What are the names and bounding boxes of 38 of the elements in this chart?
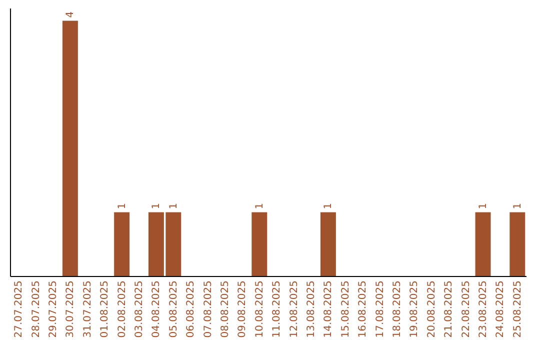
x-tick-label: 11.08.2025 xyxy=(272,280,283,338)
x-tick-label: 12.08.2025 xyxy=(288,280,300,338)
x-tick-label: 29.07.2025 xyxy=(48,280,59,338)
x-tick-label: 08.08.2025 xyxy=(220,280,231,338)
x-tick-label: 25.08.2025 xyxy=(512,280,524,338)
data-label: 1 xyxy=(168,202,180,210)
x-tick-label: 20.08.2025 xyxy=(426,280,438,338)
x-tick-label: 23.08.2025 xyxy=(478,280,489,338)
x-tick-label: 27.07.2025 xyxy=(14,280,25,338)
x-tick-label: 14.08.2025 xyxy=(323,280,334,338)
data-label: 1 xyxy=(323,202,334,210)
x-tick-label: 02.08.2025 xyxy=(116,280,128,338)
x-tick-label: 04.08.2025 xyxy=(151,280,162,338)
x-tick-label: 21.08.2025 xyxy=(444,280,455,338)
data-label: 1 xyxy=(478,202,489,210)
data-label: 1 xyxy=(151,202,162,210)
data-label: 1 xyxy=(512,202,524,210)
x-tick-label: 28.07.2025 xyxy=(30,280,42,338)
x-tick-label: 03.08.2025 xyxy=(134,280,145,338)
x-tick-label: 09.08.2025 xyxy=(237,280,248,338)
x-tick-label: 24.08.2025 xyxy=(495,280,506,338)
data-label: 4 xyxy=(65,11,76,18)
x-tick-label: 10.08.2025 xyxy=(254,280,266,338)
x-tick-label: 30.07.2025 xyxy=(65,280,76,338)
x-tick-label: 16.08.2025 xyxy=(358,280,369,338)
x-tick-label: 13.08.2025 xyxy=(306,280,317,338)
x-tick-label: 07.08.2025 xyxy=(202,280,214,338)
data-label: 1 xyxy=(254,202,266,210)
x-tick-label: 05.08.2025 xyxy=(168,280,180,338)
x-tick-label: 19.08.2025 xyxy=(409,280,420,338)
data-label: 1 xyxy=(116,202,128,210)
x-tick-label: 15.08.2025 xyxy=(340,280,352,338)
x-tick-label: 31.07.2025 xyxy=(82,280,94,338)
x-tick-label: 01.08.2025 xyxy=(100,280,111,338)
x-tick-label: 17.08.2025 xyxy=(374,280,386,338)
x-tick-label: 18.08.2025 xyxy=(392,280,403,338)
x-tick-label: 06.08.2025 xyxy=(186,280,197,338)
x-tick-label: 22.08.2025 xyxy=(460,280,472,338)
